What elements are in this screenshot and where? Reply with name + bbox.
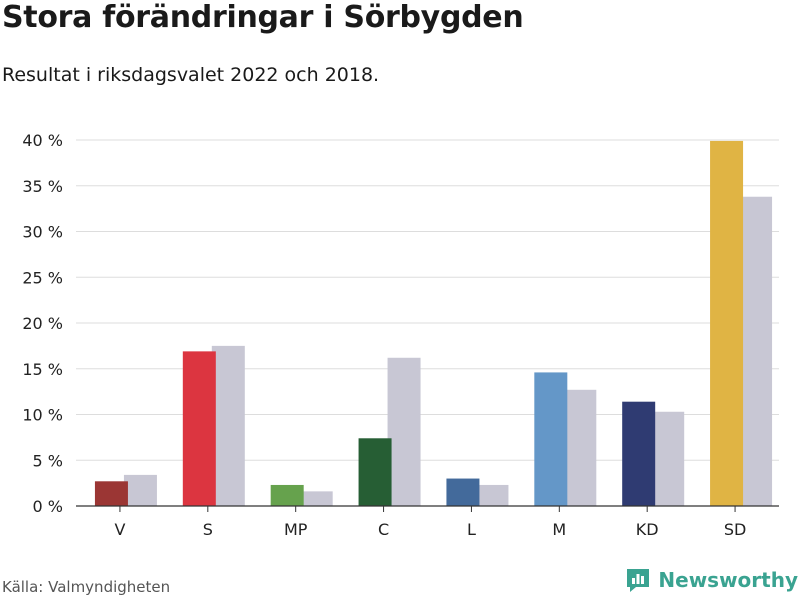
y-tick-label: 0 % (33, 497, 63, 516)
axes: 0 % 5 % 10 % 15 % 20 % 25 % 30 % 35 % 40 % V S MP C L… (22, 131, 779, 539)
bar-2018-mp (299, 491, 333, 506)
y-tick-label: 35 % (22, 177, 63, 196)
bar-2018-l (475, 484, 509, 506)
y-tick-label: 25 % (22, 268, 63, 287)
y-tick-label: 10 % (22, 406, 63, 425)
bar-2022-c (358, 438, 392, 506)
bar-2022-v (94, 481, 128, 506)
x-tick-label: C (378, 520, 389, 539)
bar-chart: 0 % 5 % 10 % 15 % 20 % 25 % 30 % 35 % 40 % V S MP C L… (22, 131, 779, 539)
y-tick-label: 5 % (33, 451, 63, 470)
chart-subtitle: Resultat i riksdagsvalet 2022 och 2018. (2, 64, 380, 86)
x-tick-label: S (203, 520, 213, 539)
x-tick-label: SD (724, 520, 746, 539)
bar-2022-mp (270, 484, 304, 506)
bar-2022-kd (622, 401, 656, 506)
x-tick-label: M (552, 520, 566, 539)
bar-2018-v (123, 474, 157, 506)
y-tick-label: 20 % (22, 314, 63, 333)
source-note: Källa: Valmyndigheten (2, 578, 171, 596)
chart-title: Stora förändringar i Sörbygden (2, 0, 524, 35)
bar-2022-m (534, 372, 568, 506)
y-tick-label: 15 % (22, 360, 63, 379)
x-tick-label: KD (636, 520, 659, 539)
brand-logo: Newsworthy (624, 566, 798, 594)
y-tick-label: 30 % (22, 223, 63, 242)
bar-2018-sd (739, 196, 773, 507)
brand-name: Newsworthy (658, 568, 798, 592)
x-tick-label: V (114, 520, 125, 539)
bar-2018-m (563, 389, 597, 506)
bar-2022-sd (710, 140, 744, 507)
bar-2018-c (387, 357, 421, 506)
bar-2018-kd (651, 411, 685, 506)
x-tick-label: L (467, 520, 476, 539)
newsworthy-logo-icon (627, 569, 650, 592)
bar-2022-l (446, 478, 480, 506)
bar-2022-s (182, 351, 216, 506)
y-tick-label: 40 % (22, 131, 63, 150)
x-tick-label: MP (284, 520, 308, 539)
bar-2018-s (211, 345, 245, 506)
bars (94, 140, 773, 507)
